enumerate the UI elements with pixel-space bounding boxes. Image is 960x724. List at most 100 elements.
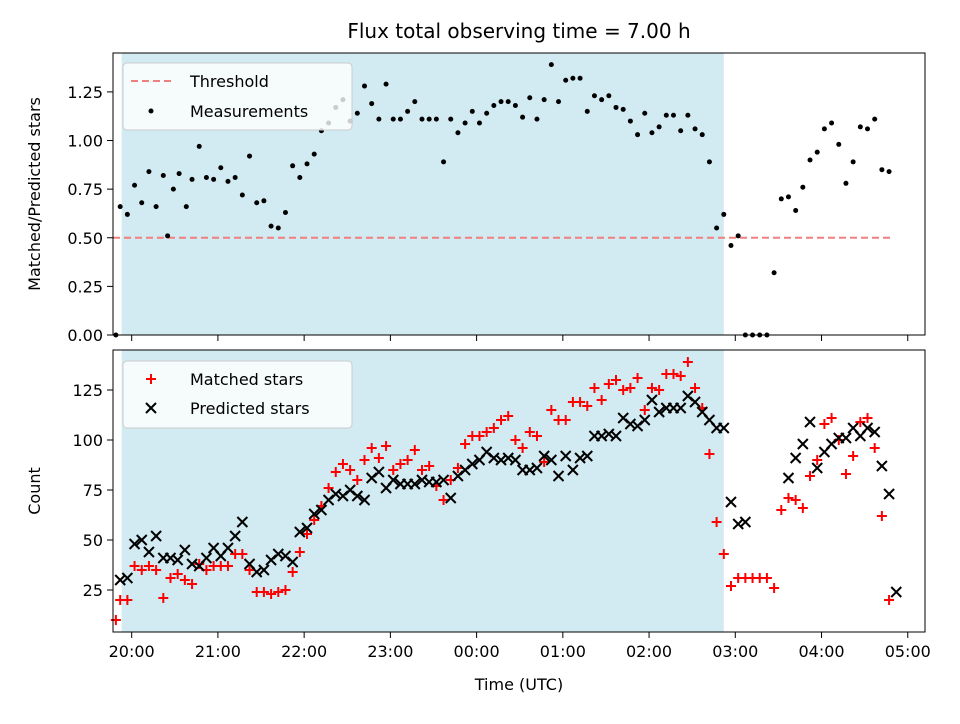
measurement-point: [462, 120, 468, 126]
matched-star-point: [179, 575, 190, 585]
measurement-point: [469, 108, 475, 114]
predicted-star-point: [430, 476, 443, 488]
measurement-point: [498, 99, 504, 105]
measurement-point: [793, 208, 799, 214]
predicted-star-point: [876, 460, 888, 472]
measurement-point: [570, 75, 576, 81]
predicted-legend-swatch: [145, 402, 157, 414]
matched-star-point: [409, 445, 420, 455]
x-axis-label: Time (UTC): [474, 675, 563, 694]
matched-star-point: [840, 469, 851, 479]
measurement-point: [290, 163, 296, 169]
measurements-legend-swatch: [148, 108, 154, 114]
measurement-point: [692, 126, 698, 132]
measurement-point: [620, 106, 626, 112]
measurement-point: [183, 204, 189, 210]
predicted-star-point: [164, 552, 177, 564]
measurement-point: [670, 112, 676, 118]
ratio-panel: Flux total observing time = 7.00 h 0.000…: [25, 19, 926, 345]
x-tick-label: 21:00: [195, 642, 241, 661]
x-tick-label: 23:00: [367, 642, 413, 661]
measurement-point: [433, 116, 439, 122]
measurement-point: [117, 204, 123, 210]
matched-star-point: [287, 567, 298, 577]
matched-star-point: [460, 439, 471, 449]
matched-star-point: [589, 383, 600, 393]
ratio-legend-box: [122, 62, 353, 131]
measurement-point: [455, 130, 461, 136]
matched-star-point: [632, 373, 643, 383]
measurement-point: [369, 101, 375, 107]
count-y-tick-label: 100: [72, 431, 103, 450]
matched-star-point: [869, 443, 880, 453]
matched-star-point: [165, 573, 176, 583]
measurement-point: [843, 180, 849, 186]
predicted-star-point: [595, 430, 608, 442]
measurement-point: [807, 157, 813, 163]
matched-star-point: [704, 449, 715, 459]
predicted-star-point: [574, 452, 586, 464]
measurement-point: [441, 159, 447, 165]
predicted-star-point: [409, 478, 421, 490]
matched-star-point: [769, 583, 780, 593]
matched-star-point: [510, 435, 521, 445]
matched-star-point: [352, 475, 363, 485]
predicted-star-point: [883, 488, 895, 500]
measurement-point: [426, 116, 432, 122]
predicted-star-point: [373, 466, 385, 478]
matched-star-point: [237, 549, 248, 559]
measurement-point: [606, 93, 612, 99]
measurement-point: [153, 204, 159, 210]
measurement-point: [699, 132, 705, 138]
matched-star-point: [330, 467, 341, 477]
predicted-star-point: [286, 556, 299, 568]
matched-star-point: [136, 565, 147, 575]
matched-star-point: [222, 561, 233, 571]
measurement-point: [785, 194, 791, 200]
measurement-point: [678, 128, 684, 134]
matched-star-point: [294, 547, 305, 557]
matched-legend-swatch: [146, 374, 156, 384]
measurement-point: [527, 95, 533, 101]
predicted-star-point: [502, 452, 514, 464]
predicted-star-point: [868, 426, 881, 438]
predicted-star-point: [437, 474, 450, 486]
matched-star-point: [876, 511, 887, 521]
measurement-point: [275, 225, 281, 231]
matched-star-point: [143, 561, 154, 571]
matched-star-point: [819, 419, 830, 429]
matched-star-point: [546, 405, 557, 415]
measurement-point: [203, 174, 209, 180]
measurement-point: [405, 108, 411, 114]
measurement-point: [520, 114, 526, 120]
count-y-tick-label: 50: [83, 531, 103, 550]
measurement-point: [176, 171, 182, 177]
matched-star-point: [474, 431, 485, 441]
measurement-point: [663, 112, 669, 118]
x-tick-label: 01:00: [540, 642, 586, 661]
predicted-star-point: [811, 462, 823, 474]
ratio-y-tick-label: 1.00: [67, 132, 103, 151]
matched-star-point: [531, 431, 542, 441]
predicted-star-point: [840, 432, 852, 444]
predicted-star-point: [560, 450, 572, 462]
matched-star-point: [452, 463, 463, 473]
predicted-star-point: [229, 530, 241, 542]
count-y-tick-label: 75: [83, 481, 103, 500]
matched-star-point: [524, 427, 535, 437]
matched-star-point: [402, 455, 413, 465]
matched-star-point: [718, 549, 729, 559]
count-panel: 20:00 21:00 22:00 23:00 00:00 01:00 02:00 03:00…: [25, 349, 931, 694]
measurement-point: [139, 200, 145, 206]
ratio-marks: [113, 62, 892, 338]
predicted-star-point: [524, 464, 536, 476]
predicted-star-point: [567, 464, 579, 476]
measurement-point: [268, 223, 274, 229]
matched-star-point: [646, 383, 657, 393]
measurement-point: [850, 159, 856, 165]
ratio-x-ticks: [131, 335, 909, 341]
matched-star-point: [797, 503, 808, 513]
measurement-point: [165, 233, 171, 239]
predicted-star-point: [782, 472, 795, 484]
